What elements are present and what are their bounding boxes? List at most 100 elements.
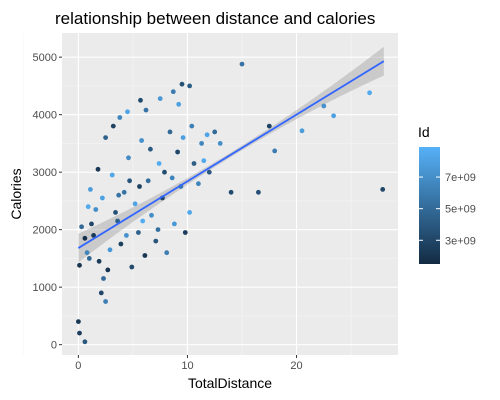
x-axis-label: TotalDistance xyxy=(188,375,272,391)
regression-line xyxy=(77,60,385,249)
data-point xyxy=(85,204,91,210)
data-point xyxy=(96,258,102,264)
data-point xyxy=(180,135,186,141)
data-point xyxy=(179,81,185,87)
data-point xyxy=(77,330,82,336)
data-point xyxy=(129,264,135,270)
data-point xyxy=(204,132,210,138)
data-point xyxy=(299,128,305,134)
data-point xyxy=(77,262,82,268)
data-point xyxy=(367,90,372,96)
data-point xyxy=(164,250,170,256)
data-point xyxy=(76,319,81,324)
data-point xyxy=(93,207,99,212)
grid-minor xyxy=(23,33,398,355)
data-point xyxy=(126,155,131,161)
data-point xyxy=(189,123,195,129)
data-point xyxy=(153,238,159,244)
data-point xyxy=(127,178,132,184)
data-point xyxy=(217,141,223,146)
data-point xyxy=(103,135,108,141)
chart-title: relationship between distance and calori… xyxy=(55,9,375,28)
data-point xyxy=(331,113,336,119)
colorbar xyxy=(419,147,440,264)
data-point xyxy=(139,138,145,143)
data-point xyxy=(176,101,182,107)
colorbar-tick-label: 7e+09 xyxy=(445,172,476,184)
y-tick-label: 1000 xyxy=(33,282,57,294)
data-point xyxy=(137,184,142,189)
data-point xyxy=(109,172,115,178)
data-point xyxy=(191,161,197,166)
data-point xyxy=(118,241,124,247)
data-point xyxy=(157,96,163,101)
y-axis: 0 1000 2000 3000 4000 5000 xyxy=(33,52,62,352)
data-point xyxy=(380,187,386,192)
data-point xyxy=(113,210,118,215)
data-point xyxy=(167,129,173,135)
data-point xyxy=(82,235,88,241)
x-tick-label: 20 xyxy=(290,360,302,372)
data-point xyxy=(98,290,104,296)
data-point xyxy=(266,123,272,129)
data-point xyxy=(105,267,111,273)
data-point xyxy=(228,189,234,195)
legend-ticks: 3e+09 5e+09 7e+09 xyxy=(419,172,476,247)
data-point xyxy=(182,230,188,235)
data-point xyxy=(117,115,123,120)
data-point xyxy=(125,109,130,115)
data-points xyxy=(76,61,386,345)
data-point xyxy=(115,218,120,224)
data-point xyxy=(138,97,143,103)
data-point xyxy=(199,141,205,146)
legend-title: Id xyxy=(418,124,430,140)
x-tick-label: 0 xyxy=(75,360,81,372)
colorbar-tick-label: 3e+09 xyxy=(445,235,476,247)
data-point xyxy=(116,192,122,198)
data-point xyxy=(239,61,245,67)
data-point xyxy=(149,212,154,218)
data-point xyxy=(196,181,201,187)
data-point xyxy=(110,123,116,129)
y-tick-label: 5000 xyxy=(33,52,57,64)
data-point xyxy=(82,339,88,345)
data-point xyxy=(91,233,96,238)
y-tick-label: 3000 xyxy=(33,167,57,179)
data-point xyxy=(156,161,162,166)
data-point xyxy=(121,189,127,195)
data-point xyxy=(212,129,218,135)
y-tick-label: 4000 xyxy=(33,110,57,122)
data-point xyxy=(142,253,148,258)
data-point xyxy=(143,107,149,113)
data-point xyxy=(95,166,101,172)
data-point xyxy=(136,230,141,235)
data-point xyxy=(162,169,167,175)
data-point xyxy=(79,224,84,230)
data-point xyxy=(256,189,261,195)
data-point xyxy=(321,103,327,109)
colorbar-tick-label: 5e+09 xyxy=(445,204,476,216)
data-point xyxy=(84,250,90,256)
data-point xyxy=(187,83,193,89)
y-axis-label: Calories xyxy=(8,168,24,219)
data-point xyxy=(206,169,212,175)
data-point xyxy=(201,158,207,164)
data-point xyxy=(107,247,113,253)
data-point xyxy=(140,218,146,224)
x-axis: 0 10 20 xyxy=(75,355,303,372)
x-tick-label: 10 xyxy=(181,360,193,372)
data-point xyxy=(170,89,176,95)
data-point xyxy=(187,210,193,215)
data-point xyxy=(101,276,106,281)
data-point xyxy=(103,299,108,304)
data-point xyxy=(124,233,129,238)
data-point xyxy=(148,146,153,152)
y-tick-label: 2000 xyxy=(33,225,57,237)
data-point xyxy=(145,178,151,184)
data-point xyxy=(86,256,92,261)
data-point xyxy=(155,227,161,233)
data-point xyxy=(88,187,93,192)
y-tick-label: 0 xyxy=(51,340,57,352)
data-point xyxy=(132,201,138,207)
